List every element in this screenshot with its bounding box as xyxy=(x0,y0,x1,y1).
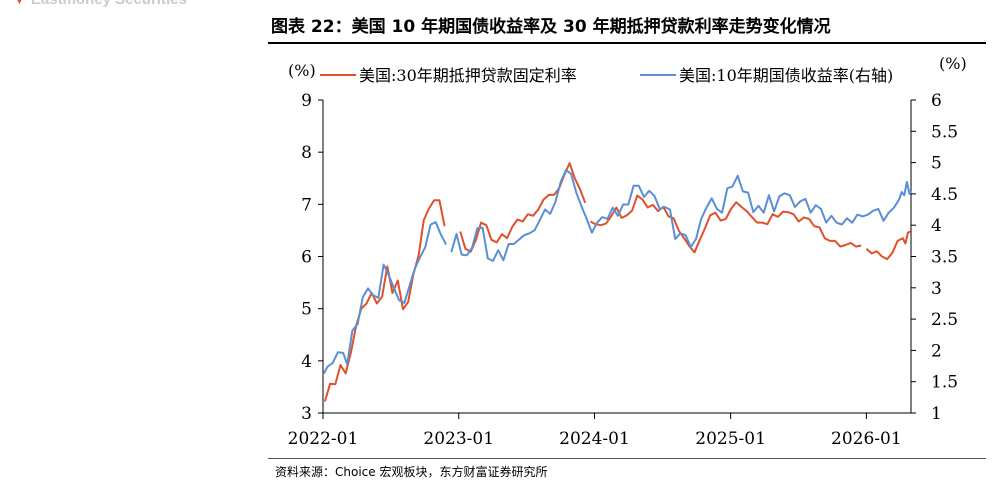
left-axis-tick-label: 4 xyxy=(301,352,312,372)
x-axis-tick-label: 2023-01 xyxy=(423,429,494,449)
right-axis-tick-label: 4 xyxy=(931,216,942,236)
right-axis-tick-label: 2.5 xyxy=(931,310,958,330)
mortgage-rate-line xyxy=(865,230,911,261)
chart-legend: 美国:30年期抵押贷款固定利率 美国:10年期国债收益率(右轴) xyxy=(320,66,893,85)
source-note: 资料来源：Choice 宏观板块，东方财富证券研究所 xyxy=(275,465,548,479)
right-axis-tick-label: 1 xyxy=(931,404,942,424)
treasury-yield-line xyxy=(450,169,912,262)
footer-divider xyxy=(268,458,986,459)
brand-logo-icon: ▼ xyxy=(14,0,25,7)
x-axis-tick-label: 2022-01 xyxy=(288,429,359,449)
legend-label: 美国:30年期抵押贷款固定利率 xyxy=(359,66,577,85)
right-axis-tick-label: 5 xyxy=(931,154,942,174)
x-axis-tick-label: 2025-01 xyxy=(695,429,766,449)
chart-axes: 3 4 5 6 7 8 9 1 1.5 2 2.5 3 3.5 4 4.5 5 5.5 6 2022-01 2023-… xyxy=(288,54,967,449)
left-axis-tick-label: 6 xyxy=(301,248,312,268)
legend-label: 美国:10年期国债收益率(右轴) xyxy=(679,66,893,85)
mortgage-rate-line xyxy=(323,199,446,402)
left-axis-tick-label: 8 xyxy=(301,143,312,163)
right-axis-tick-label: 3 xyxy=(931,279,942,299)
right-axis-tick-label: 6 xyxy=(931,91,942,111)
left-axis-tick-label: 9 xyxy=(301,91,312,111)
brand-text: Eastmoney Securities xyxy=(31,0,187,8)
mortgage-rate-line xyxy=(459,162,587,253)
x-axis-tick-label: 2026-01 xyxy=(831,429,902,449)
right-axis-tick-label: 4.5 xyxy=(931,185,958,205)
mortgage-rate-line xyxy=(589,194,862,254)
treasury-yield-line xyxy=(322,221,447,375)
right-axis-tick-label: 2 xyxy=(931,341,942,361)
x-axis-tick-label: 2024-01 xyxy=(559,429,630,449)
left-axis-tick-label: 3 xyxy=(301,404,312,424)
left-axis-tick-label: 7 xyxy=(301,195,312,215)
right-axis-tick-label: 5.5 xyxy=(931,122,958,142)
left-axis-tick-label: 5 xyxy=(301,300,312,320)
brand-watermark: ▼ Eastmoney Securities xyxy=(14,0,187,8)
right-axis-unit-label: (%) xyxy=(939,54,967,73)
figure-title: 图表 22：美国 10 年期国债收益率及 30 年期抵押贷款利率走势变化情况 xyxy=(271,17,831,37)
left-axis-unit-label: (%) xyxy=(288,61,316,80)
chart-plot-area xyxy=(322,162,912,402)
right-axis-tick-label: 1.5 xyxy=(931,373,958,393)
right-axis-tick-label: 3.5 xyxy=(931,248,958,268)
title-divider xyxy=(268,42,986,44)
